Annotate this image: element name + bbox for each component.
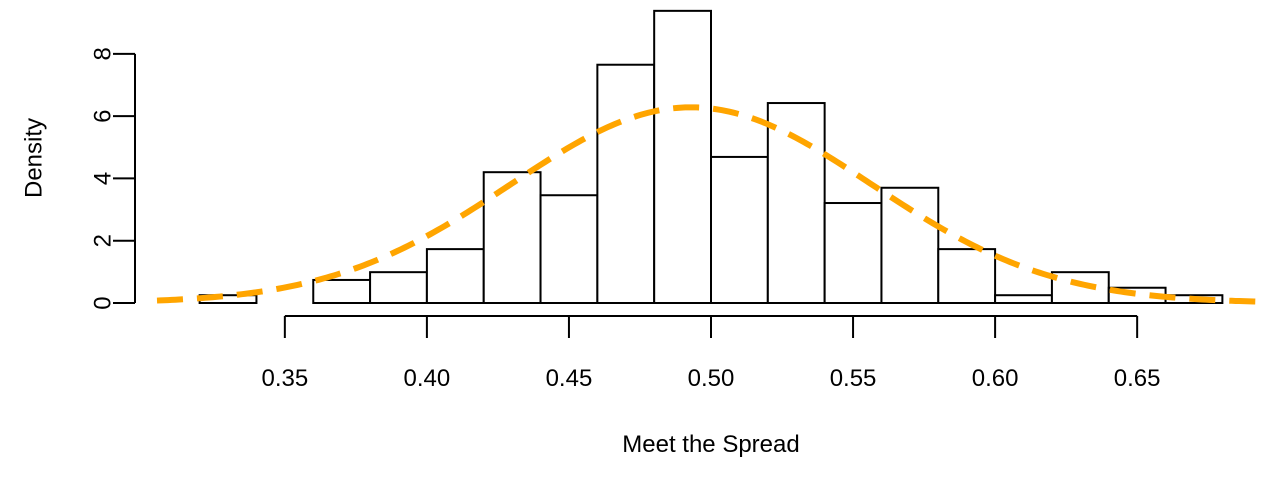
histogram-bar	[312, 278, 372, 305]
histogram-bar	[766, 102, 826, 305]
histogram-bar	[369, 271, 428, 305]
x-tick-label: 0.55	[830, 365, 877, 392]
histogram-bar	[482, 171, 542, 304]
histogram-bars	[198, 9, 1224, 305]
histogram-bar	[937, 248, 997, 304]
histogram-bar	[823, 202, 883, 305]
y-tick-label: 2	[89, 234, 116, 247]
y-tick-label: 4	[89, 172, 116, 185]
density-curve	[156, 104, 1266, 305]
histogram-bar	[653, 9, 712, 304]
x-tick-label: 0.50	[688, 365, 735, 392]
x-axis: 0.35 0.40 0.45 0.50 0.55 0.60 0.65	[261, 315, 1161, 392]
x-tick-label: 0.40	[404, 365, 451, 392]
y-tick-label: 6	[89, 109, 116, 122]
histogram-bar	[1050, 271, 1110, 305]
histogram-bar	[710, 155, 769, 304]
x-tick-label: 0.45	[546, 365, 593, 392]
y-axis: 0 2 4 6 8	[89, 47, 136, 310]
y-tick-label: 8	[89, 47, 116, 60]
x-tick-label: 0.35	[261, 365, 308, 392]
histogram-bar	[994, 294, 1053, 304]
x-axis-label: Meet the Spread	[622, 431, 799, 458]
histogram-bar	[539, 194, 599, 305]
histogram-bar	[880, 186, 940, 304]
x-tick-label: 0.65	[1114, 365, 1161, 392]
y-tick-label: 0	[89, 296, 116, 309]
histogram-bar	[596, 63, 656, 305]
histogram-bar	[425, 248, 485, 304]
x-tick-label: 0.60	[972, 365, 1019, 392]
y-axis-label: Density	[20, 118, 47, 198]
